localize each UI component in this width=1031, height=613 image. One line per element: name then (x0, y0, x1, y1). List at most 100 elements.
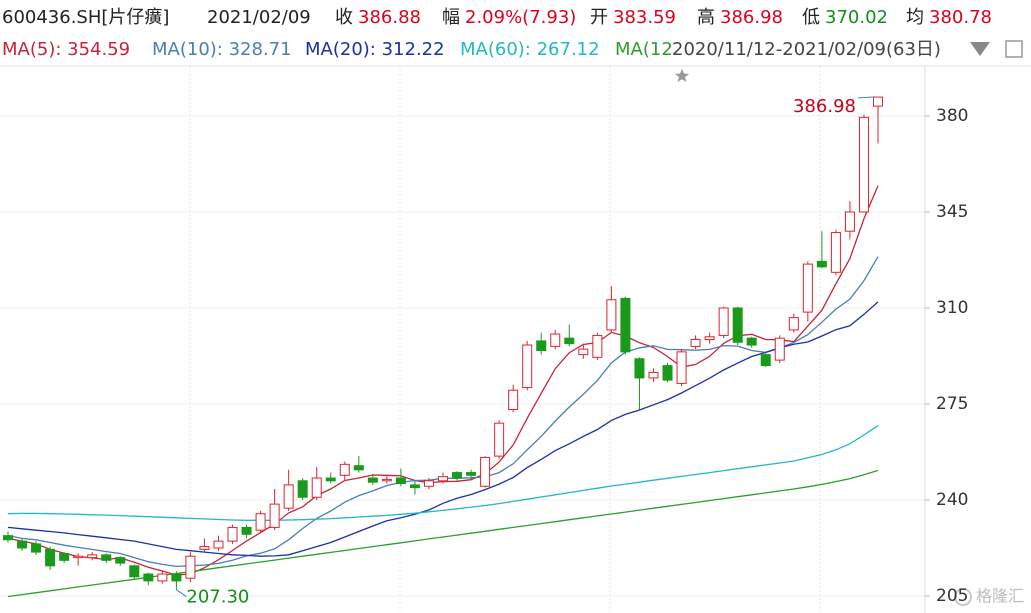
candle-body (157, 573, 168, 582)
candle-body (704, 336, 715, 341)
candle-body (283, 484, 294, 509)
change-value: 2.09%(7.93) (465, 7, 576, 28)
legend: MA(5): 354.59 MA(10): 328.71 MA(20): 312.2… (2, 39, 673, 60)
low-label: 低 (802, 7, 820, 28)
candle-body (199, 546, 210, 550)
candle-body (592, 334, 603, 358)
legend-entry: MA(20): 312.22 (305, 39, 445, 60)
candle-body (255, 513, 266, 531)
candle-body (452, 472, 463, 479)
legend-value: 354.59 (67, 39, 130, 60)
annotation-leader (176, 589, 187, 598)
candle-body (185, 555, 196, 579)
vertical-grid (189, 66, 821, 613)
close-label: 收 (335, 7, 353, 28)
candle-body (606, 299, 617, 331)
candle-body (87, 554, 98, 559)
candle-body (339, 463, 350, 476)
candle-body (732, 307, 743, 343)
y-tick-label: 310 (936, 298, 968, 318)
candle-body (241, 526, 252, 535)
y-tick-label: 240 (936, 490, 968, 510)
y-tick-label: 275 (936, 394, 968, 414)
legend-separator: : (55, 39, 67, 60)
candle-body (873, 96, 883, 107)
candle-body (508, 389, 519, 410)
candle-body (536, 340, 547, 352)
candle-body (830, 232, 841, 273)
high-annotation: 386.98 (793, 96, 856, 117)
low-annotation: 207.30 (186, 587, 249, 608)
legend-entry: MA(5): 354.59 (2, 39, 130, 60)
candle-body (367, 477, 378, 483)
candle-body (59, 552, 70, 561)
change-label: 幅 (442, 7, 460, 28)
y-tick-label: 345 (936, 202, 968, 222)
dropdown-icon[interactable] (970, 42, 990, 56)
candle-body (858, 116, 869, 213)
candle-body (690, 339, 701, 347)
candle-body (522, 344, 533, 389)
high-value: 386.98 (720, 7, 783, 28)
candle-body (816, 260, 827, 268)
candle-body (45, 548, 56, 567)
legend-value: 267.12 (537, 39, 600, 60)
candle-body (620, 297, 631, 353)
avg-label: 均 (906, 7, 924, 28)
candle-body (760, 354, 771, 367)
candle-body (746, 337, 757, 346)
candle-body (31, 543, 42, 553)
candle-body (17, 540, 28, 549)
y-tick-label: 205 (936, 586, 968, 606)
low-value: 370.02 (825, 7, 888, 28)
candle-body (788, 317, 799, 331)
candle-body (662, 365, 673, 381)
candle-body (227, 526, 238, 542)
legend-separator: : (370, 39, 382, 60)
legend-name: MA(20) (305, 39, 370, 60)
legend-value: 312.22 (382, 39, 445, 60)
candle-body (550, 333, 561, 347)
candle-body (718, 307, 729, 336)
candle-body (494, 422, 505, 457)
candle-body (353, 465, 364, 471)
legend-name: MA(60) (460, 39, 525, 60)
candle-body (381, 478, 392, 482)
open-value: 383.59 (613, 7, 676, 28)
legend-separator: : (525, 39, 537, 60)
candle-body (171, 573, 182, 582)
watermark: 格隆汇 (976, 587, 1024, 606)
settings-icon[interactable] (1005, 40, 1023, 58)
star-marker (675, 69, 689, 82)
candle-body (129, 565, 140, 578)
candle-body (73, 555, 84, 559)
candle-body (213, 540, 224, 549)
date-range: 2020/11/12-2021/02/09(63日) (672, 39, 941, 60)
candle-body (480, 456, 491, 487)
candle-body (774, 337, 785, 361)
candle-body (409, 484, 420, 489)
legend-entry: MA(10): 328.71 (152, 39, 292, 60)
close-value: 386.88 (358, 7, 421, 28)
stock-code: 600436.SH[片仔癀] (2, 7, 169, 28)
legend-entry: MA(60): 267.12 (460, 39, 600, 60)
header: 600436.SH[片仔癀] 2021/02/09 收 386.88 幅 2.0… (2, 7, 992, 28)
candle-body (269, 503, 280, 528)
watermark-icon (954, 588, 972, 606)
candle-body (466, 472, 477, 476)
avg-value: 380.78 (929, 7, 992, 28)
candle-body (101, 554, 112, 561)
ma-line (7, 301, 879, 557)
candle-body (395, 477, 406, 485)
candle-body (564, 337, 575, 345)
candle-body (648, 371, 659, 379)
legend-name: MA(12 (615, 39, 673, 60)
plot: 386.98 207.30 (0, 96, 930, 608)
candle-body (634, 358, 645, 379)
open-label: 开 (590, 7, 608, 28)
legend-value: 328.71 (229, 39, 292, 60)
candle-body (143, 573, 154, 582)
candle-body (311, 477, 322, 498)
